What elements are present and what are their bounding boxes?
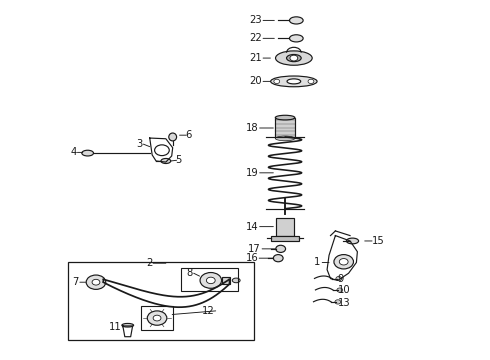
Text: 12: 12 — [202, 306, 215, 316]
Text: 15: 15 — [372, 236, 385, 246]
Text: 10: 10 — [338, 285, 350, 296]
Ellipse shape — [161, 158, 171, 163]
Ellipse shape — [270, 76, 317, 87]
Text: 19: 19 — [246, 168, 259, 178]
Text: 21: 21 — [249, 53, 262, 63]
Bar — [271, 235, 299, 240]
Circle shape — [147, 311, 167, 325]
Text: 4: 4 — [70, 147, 76, 157]
Circle shape — [308, 79, 314, 84]
Bar — [275, 118, 295, 138]
Circle shape — [339, 258, 348, 265]
Text: 18: 18 — [246, 123, 259, 133]
Ellipse shape — [169, 133, 176, 141]
Circle shape — [86, 275, 106, 289]
Text: 23: 23 — [249, 15, 262, 26]
Circle shape — [153, 315, 161, 321]
Text: 17: 17 — [248, 244, 261, 254]
Bar — [276, 218, 294, 235]
Text: 14: 14 — [246, 222, 259, 231]
Text: 16: 16 — [245, 253, 258, 263]
Text: 9: 9 — [338, 274, 344, 284]
Text: 5: 5 — [175, 155, 182, 165]
Ellipse shape — [82, 150, 94, 156]
Circle shape — [273, 255, 283, 262]
Circle shape — [290, 55, 298, 61]
Circle shape — [336, 276, 342, 281]
Text: 22: 22 — [249, 33, 262, 43]
Ellipse shape — [290, 17, 303, 24]
Circle shape — [155, 145, 169, 156]
Ellipse shape — [275, 115, 295, 120]
Bar — [68, 262, 254, 339]
Ellipse shape — [290, 35, 303, 42]
Ellipse shape — [287, 54, 301, 62]
Text: 2: 2 — [146, 258, 152, 268]
Ellipse shape — [122, 323, 134, 327]
Text: 11: 11 — [109, 322, 122, 332]
Circle shape — [276, 245, 286, 252]
Circle shape — [200, 273, 221, 288]
Text: 6: 6 — [185, 130, 192, 140]
Text: 3: 3 — [136, 139, 143, 149]
Ellipse shape — [275, 51, 312, 65]
Circle shape — [206, 277, 215, 284]
Text: 8: 8 — [187, 268, 193, 278]
Text: 20: 20 — [249, 76, 262, 86]
Circle shape — [334, 255, 353, 269]
Bar — [142, 306, 173, 329]
Circle shape — [274, 79, 280, 84]
Circle shape — [337, 288, 343, 292]
Ellipse shape — [346, 238, 359, 244]
Text: 7: 7 — [73, 277, 79, 287]
Circle shape — [335, 300, 341, 304]
Text: 13: 13 — [338, 298, 350, 308]
Ellipse shape — [232, 278, 240, 283]
Ellipse shape — [287, 79, 301, 84]
Circle shape — [92, 279, 100, 285]
Text: 1: 1 — [315, 257, 321, 267]
Bar — [221, 277, 230, 284]
Bar — [181, 268, 238, 291]
Ellipse shape — [275, 136, 295, 141]
